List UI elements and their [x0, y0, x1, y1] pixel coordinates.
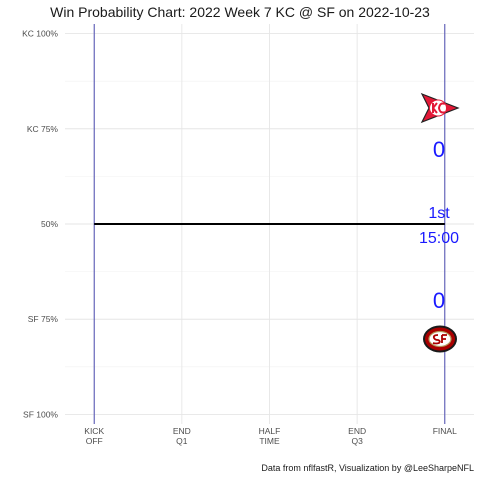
x-tick-label-line: KICK: [84, 426, 104, 436]
x-tick-label-line: END: [173, 426, 191, 436]
x-tick-label: KICK OFF: [84, 426, 104, 446]
x-tick-label-line: Q3: [351, 436, 363, 446]
x-tick-label-line: HALF: [259, 426, 281, 436]
x-tick-label: END Q1: [173, 426, 191, 446]
quarter-label: 1st: [428, 205, 450, 222]
x-tick-label-line: OFF: [86, 436, 103, 446]
y-tick-label: SF 75%: [28, 314, 59, 324]
sf-logo-icon: [423, 325, 457, 353]
kc-logo-icon: [420, 92, 460, 124]
clock-label: 15:00: [419, 230, 459, 247]
chart-caption: Data from nflfastR, Visualization by @Le…: [261, 463, 474, 473]
x-tick-label-line: END: [348, 426, 366, 436]
y-tick-label: SF 100%: [23, 409, 58, 419]
chart-title: Win Probability Chart: 2022 Week 7 KC @ …: [50, 4, 430, 20]
x-tick-label: END Q3: [348, 426, 366, 446]
y-tick-label: KC 100%: [22, 29, 58, 39]
y-tick-label: KC 75%: [27, 124, 59, 134]
x-tick-label: FINAL: [433, 426, 457, 436]
x-tick-label-line: FINAL: [433, 426, 457, 436]
sf-score-label: 0: [433, 288, 445, 313]
x-tick-label-line: TIME: [259, 436, 280, 446]
y-tick-label: 50%: [41, 219, 58, 229]
x-tick-label-line: Q1: [176, 436, 188, 446]
x-tick-label: HALF TIME: [259, 426, 281, 446]
kc-score-label: 0: [433, 137, 445, 162]
